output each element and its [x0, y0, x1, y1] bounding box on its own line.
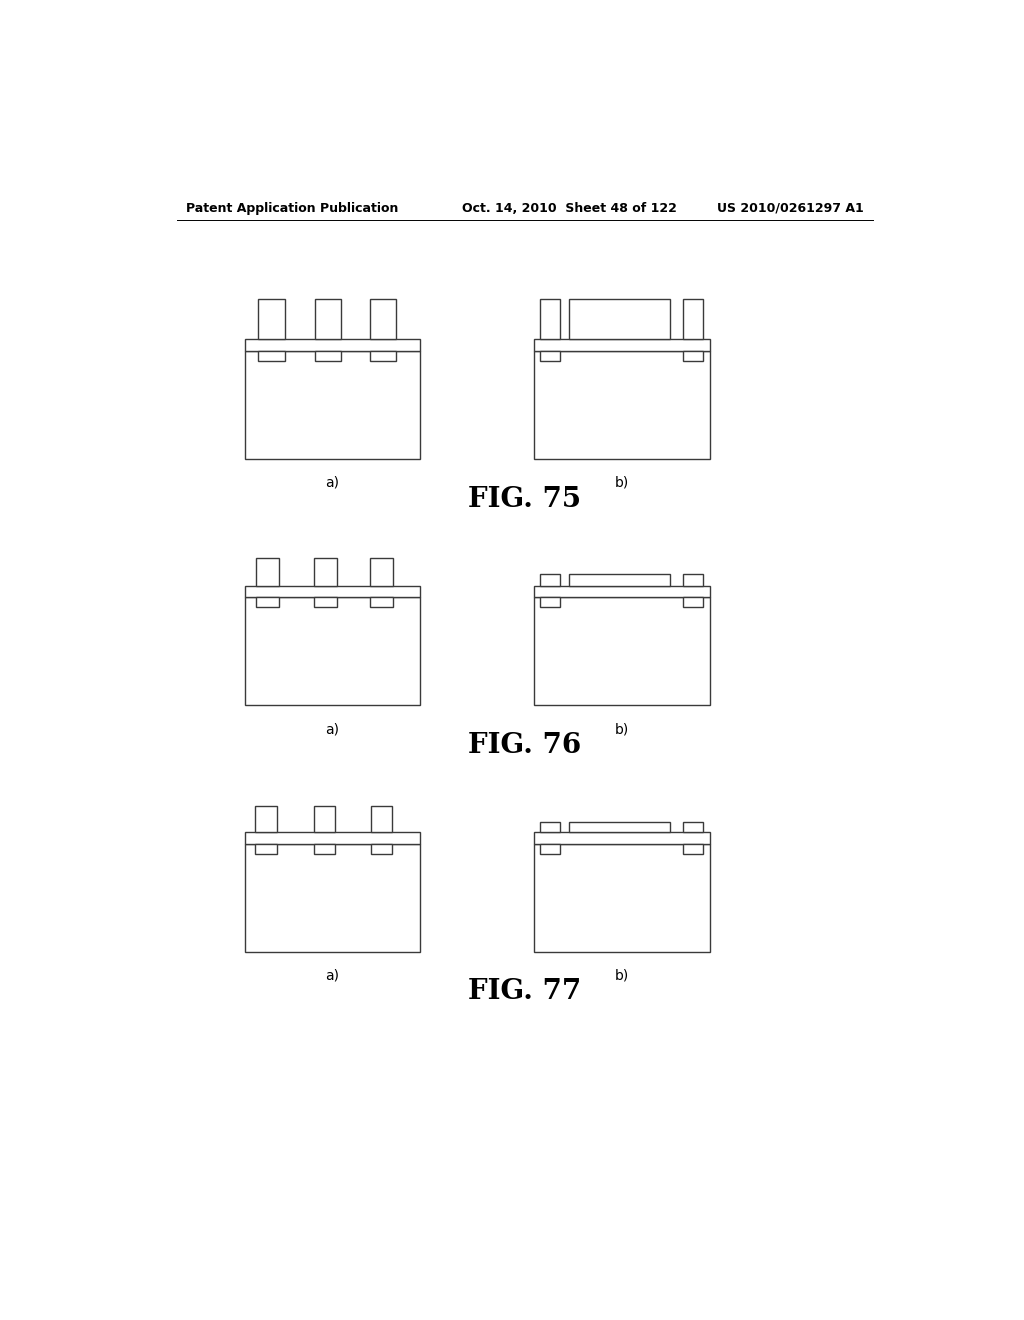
Bar	[535, 339, 710, 351]
Bar	[370, 558, 393, 586]
Bar	[245, 586, 420, 598]
Bar	[683, 574, 703, 586]
Bar	[541, 574, 560, 586]
Bar	[370, 598, 393, 607]
Bar	[245, 339, 420, 351]
Bar	[683, 598, 703, 607]
Text: Oct. 14, 2010  Sheet 48 of 122: Oct. 14, 2010 Sheet 48 of 122	[462, 202, 677, 215]
Bar	[683, 300, 703, 339]
Bar	[683, 351, 703, 360]
Bar	[535, 598, 710, 705]
Bar	[541, 351, 560, 360]
Bar	[256, 598, 280, 607]
Text: b): b)	[614, 969, 629, 982]
Bar	[535, 832, 710, 843]
Bar	[535, 843, 710, 952]
Bar	[535, 351, 710, 459]
Text: b): b)	[614, 475, 629, 490]
Bar	[541, 300, 560, 339]
Text: b): b)	[614, 722, 629, 737]
Bar	[535, 586, 710, 598]
Text: a): a)	[326, 722, 339, 737]
Bar	[313, 807, 336, 832]
Bar	[258, 351, 285, 360]
Bar	[313, 558, 337, 586]
Bar	[541, 843, 560, 854]
Bar	[314, 300, 341, 339]
Bar	[258, 300, 285, 339]
Text: FIG. 76: FIG. 76	[468, 733, 582, 759]
Bar	[569, 300, 670, 339]
Text: a): a)	[326, 475, 339, 490]
Bar	[255, 807, 276, 832]
Text: a): a)	[326, 969, 339, 982]
Bar	[255, 843, 276, 854]
Text: FIG. 77: FIG. 77	[468, 978, 582, 1006]
Bar	[371, 807, 392, 832]
Bar	[683, 822, 703, 832]
Text: US 2010/0261297 A1: US 2010/0261297 A1	[717, 202, 863, 215]
Bar	[245, 832, 420, 843]
Bar	[314, 351, 341, 360]
Bar	[541, 822, 560, 832]
Text: Patent Application Publication: Patent Application Publication	[186, 202, 398, 215]
Bar	[569, 574, 670, 586]
Bar	[371, 843, 392, 854]
Bar	[541, 598, 560, 607]
Bar	[683, 843, 703, 854]
Text: FIG. 75: FIG. 75	[468, 486, 582, 512]
Bar	[370, 300, 396, 339]
Bar	[245, 351, 420, 459]
Bar	[313, 843, 336, 854]
Bar	[245, 598, 420, 705]
Bar	[569, 822, 670, 832]
Bar	[370, 351, 396, 360]
Bar	[256, 558, 280, 586]
Bar	[245, 843, 420, 952]
Bar	[313, 598, 337, 607]
